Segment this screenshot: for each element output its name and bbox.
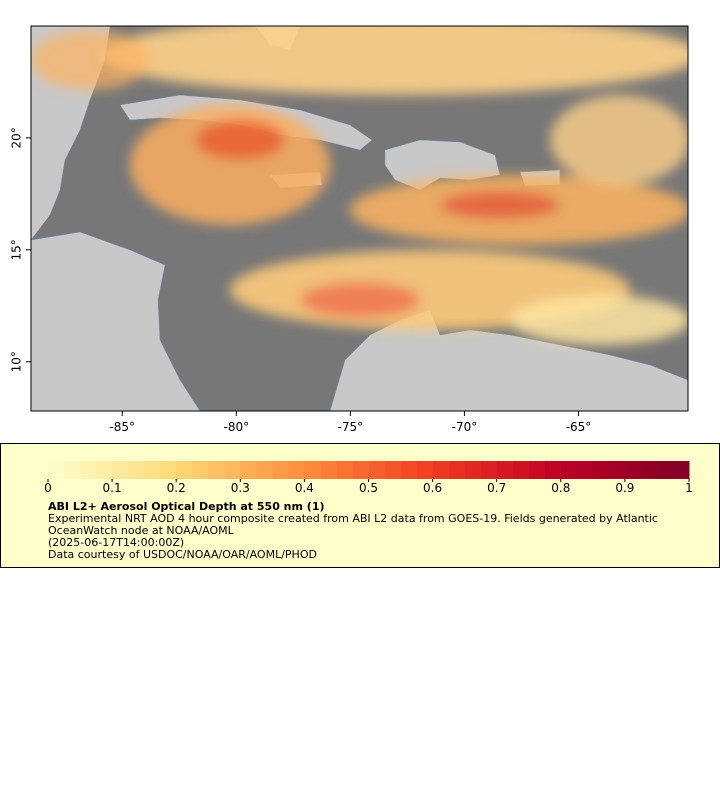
- colorbar-step: [352, 461, 369, 479]
- colorbar-step: [528, 461, 546, 479]
- colorbar-step: [560, 461, 578, 479]
- colorbar-step: [48, 461, 65, 479]
- colorbar-step: [320, 461, 337, 479]
- colorbar-tick-label: 0.9: [615, 481, 634, 494]
- lon-tick-label: -85°: [109, 420, 135, 434]
- colorbar-step: [432, 461, 450, 479]
- legend: 0 0.1 0.2 0.3 0.4 0.5 0.6 0.7 0.8 0.9 1 ABI L2+ Ae…: [0, 443, 720, 568]
- colorbar-tick-label: 0.1: [103, 481, 122, 494]
- colorbar-step: [288, 461, 305, 479]
- colorbar-tick-label: 0.3: [231, 481, 250, 494]
- colorbar-step: [80, 461, 97, 479]
- colorbar-step: [512, 461, 530, 479]
- colorbar-step: [208, 461, 225, 479]
- colorbar-step: [656, 461, 674, 479]
- colorbar-step: [608, 461, 626, 479]
- colorbar-tick-label: 0.5: [359, 481, 378, 494]
- colorbar-step: [400, 461, 418, 479]
- colorbar-step: [336, 461, 353, 479]
- colorbar-step: [256, 461, 273, 479]
- colorbar-step: [272, 461, 289, 479]
- lon-tick-label: -80°: [224, 420, 250, 434]
- colorbar-step: [448, 461, 466, 479]
- lat-tick-label: 15°: [10, 239, 24, 260]
- colorbar-step: [304, 461, 321, 479]
- lon-tick-label: -75°: [338, 420, 364, 434]
- colorbar-tick-label: 1: [685, 481, 693, 494]
- legend-line: OceanWatch node at NOAA/AOML: [48, 524, 234, 537]
- colorbar-step: [640, 461, 658, 479]
- colorbar-tick-label: 0: [44, 481, 52, 494]
- legend-line: Data courtesy of USDOC/NOAA/OAR/AOML/PHO…: [48, 548, 317, 561]
- colorbar-tick-label: 0.8: [551, 481, 570, 494]
- colorbar: 0 0.1 0.2 0.3 0.4 0.5 0.6 0.7 0.8 0.9 1: [44, 461, 693, 494]
- colorbar-tick-label: 0.6: [423, 481, 442, 494]
- colorbar-step: [144, 461, 161, 479]
- colorbar-tick-label: 0.7: [487, 481, 506, 494]
- legend-line: (2025-06-17T14:00:00Z): [48, 536, 185, 549]
- colorbar-step: [416, 461, 434, 479]
- colorbar-tick-label: 0.2: [167, 481, 186, 494]
- colorbar-step: [128, 461, 145, 479]
- lon-tick-label: -65°: [566, 420, 592, 434]
- lat-tick-label: 10°: [10, 351, 24, 372]
- colorbar-step: [176, 461, 193, 479]
- legend-title: ABI L2+ Aerosol Optical Depth at 550 nm …: [48, 500, 325, 513]
- colorbar-step: [592, 461, 610, 479]
- colorbar-tick-label: 0.4: [295, 481, 314, 494]
- aerosol-field: [31, 26, 688, 345]
- colorbar-step: [368, 461, 386, 479]
- colorbar-step: [496, 461, 514, 479]
- colorbar-step: [96, 461, 113, 479]
- legend-line: Experimental NRT AOD 4 hour composite cr…: [48, 512, 658, 525]
- lat-tick-label: 20°: [10, 127, 24, 148]
- map-area: [31, 26, 688, 411]
- colorbar-step: [576, 461, 594, 479]
- colorbar-step: [160, 461, 177, 479]
- colorbar-step: [224, 461, 241, 479]
- lon-tick-label: -70°: [452, 420, 478, 434]
- colorbar-step: [464, 461, 482, 479]
- colorbar-step: [64, 461, 81, 479]
- colorbar-step: [384, 461, 402, 479]
- colorbar-step: [672, 461, 690, 479]
- colorbar-step: [544, 461, 562, 479]
- colorbar-step: [480, 461, 498, 479]
- map-frame: [30, 25, 689, 412]
- colorbar-step: [240, 461, 257, 479]
- map: -85° -80° -75° -70° -65° 20° 15° 10°: [10, 25, 689, 434]
- colorbar-step: [112, 461, 129, 479]
- colorbar-step: [624, 461, 642, 479]
- colorbar-step: [192, 461, 209, 479]
